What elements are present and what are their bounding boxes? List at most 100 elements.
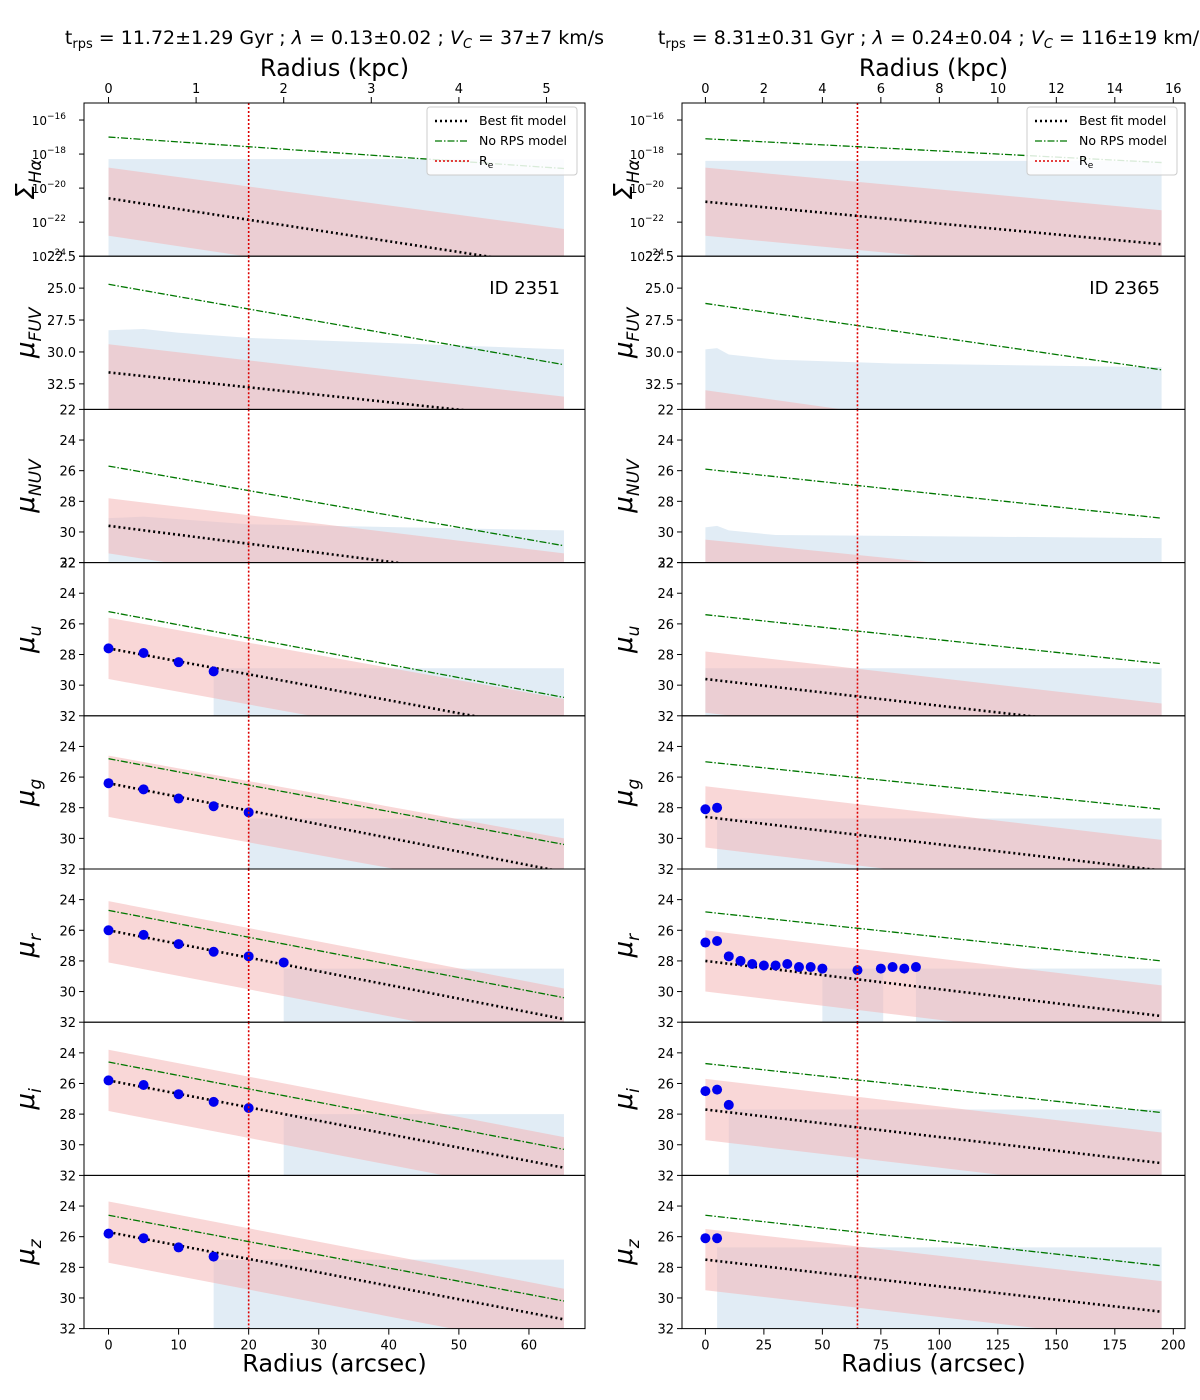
y-tick-label: 32 — [59, 863, 76, 878]
y-tick-label: 30 — [657, 832, 674, 847]
data-point — [700, 1086, 711, 1097]
y-tick-label: 28 — [657, 802, 674, 817]
chart-title: trps = 11.72±1.29 Gyr ; λ = 0.13±0.02 ; … — [65, 27, 604, 52]
panel-plot-area — [700, 1062, 1162, 1176]
y-tick-label: 32 — [657, 863, 674, 878]
y-tick-label: 30 — [59, 832, 76, 847]
y-tick-label: 24 — [657, 740, 674, 755]
model-band — [705, 167, 1162, 257]
y-tick-label: 24 — [59, 1200, 76, 1215]
panel-frame — [681, 1174, 1186, 1330]
best-fit-line — [108, 197, 495, 257]
data-point — [173, 793, 184, 804]
y-axis-label: μi — [609, 1088, 644, 1111]
panel-u: 22 24 26 28 30 32 μu — [11, 557, 586, 725]
y-tick-label: 26 — [59, 465, 76, 480]
bottom-tick-label: 150 — [1044, 1339, 1069, 1354]
bottom-tick-label: 100 — [927, 1339, 952, 1354]
y-tick-label: 30 — [59, 986, 76, 1001]
y-tick-label: 24 — [657, 1200, 674, 1215]
y-tick-label: 26 — [657, 924, 674, 939]
data-point — [208, 1096, 219, 1107]
y-tick-label: 24 — [59, 894, 76, 909]
panel-plot-area — [108, 465, 565, 563]
data-point — [103, 643, 114, 654]
best-fit-line — [108, 929, 565, 1021]
y-tick-label: 32 — [657, 1016, 674, 1031]
y-tick-label: 28 — [59, 495, 76, 510]
bottom-axis-label: Radius (arcsec) — [242, 1350, 427, 1378]
model-band — [705, 390, 843, 410]
legend-best-fit-label: Best fit model — [1079, 113, 1166, 128]
chart-1: trps = 11.72±1.29 Gyr ; λ = 0.13±0.02 ; … — [11, 27, 604, 1378]
y-tick-label: 28 — [59, 1108, 76, 1123]
top-tick-label: 1 — [192, 82, 200, 97]
panel-plot-area — [705, 302, 1162, 410]
no-rps-line — [705, 468, 1162, 519]
best-fit-line — [108, 1230, 565, 1321]
no-rps-line — [705, 614, 1162, 665]
data-point — [712, 1233, 723, 1244]
data-point — [782, 958, 793, 969]
model-band — [108, 617, 564, 716]
panel-i: 24 26 28 30 32 μi — [11, 1021, 586, 1184]
data-point — [793, 962, 804, 973]
y-tick-label: 30 — [59, 526, 76, 541]
data-point — [138, 1080, 149, 1091]
data-point — [875, 963, 886, 974]
y-tick-label: 30 — [657, 986, 674, 1001]
best-fit-line — [705, 677, 1039, 716]
data-point — [103, 925, 114, 936]
data-point — [712, 802, 723, 813]
bottom-tick-label: 60 — [521, 1339, 538, 1354]
model-band — [705, 539, 934, 563]
top-axis-label: Radius (kpc) — [260, 54, 409, 82]
top-tick-label: 4 — [818, 82, 826, 97]
galaxy-id: ID 2351 — [489, 278, 560, 299]
y-tick-label: 24 — [59, 434, 76, 449]
top-tick-label: 6 — [877, 82, 885, 97]
y-tick-label: 26 — [59, 618, 76, 633]
y-axis-label: μg — [609, 779, 644, 808]
top-tick-label: 2 — [760, 82, 768, 97]
y-tick-label: 30.0 — [47, 346, 76, 361]
y-tick-label: 22 — [657, 403, 674, 418]
y-tick-label: 26 — [657, 1231, 674, 1246]
y-tick-label: 25.0 — [47, 282, 76, 297]
bottom-tick-label: 75 — [873, 1339, 890, 1354]
best-fit-line — [705, 1258, 1162, 1314]
y-tick-label: 26 — [657, 618, 674, 633]
no-rps-line — [108, 610, 565, 699]
data-point — [103, 1228, 114, 1239]
y-tick-label: 28 — [59, 802, 76, 817]
best-fit-line — [705, 586, 1161, 632]
y-tick-label: 30 — [59, 1292, 76, 1307]
legend-no-rps-label: No RPS model — [479, 133, 567, 148]
data-point — [278, 957, 289, 968]
data-point — [138, 1233, 149, 1244]
model-band — [108, 344, 564, 410]
y-tick-label: 26 — [59, 1077, 76, 1092]
y-tick-label: 22 — [59, 557, 76, 572]
y-tick-label: 28 — [657, 1108, 674, 1123]
best-fit-line — [108, 1079, 565, 1170]
legend-no-rps-label: No RPS model — [1079, 133, 1167, 148]
y-tick-label: 28 — [657, 955, 674, 970]
data-point — [712, 1084, 723, 1095]
panel-nuv: 22 24 26 28 30 32 μNUV — [609, 403, 1186, 632]
no-rps-line — [108, 465, 565, 547]
y-tick-label: 10−22 — [32, 214, 66, 230]
y-tick-label: 30.0 — [645, 346, 674, 361]
y-tick-label: 32 — [59, 710, 76, 725]
data-point — [770, 960, 781, 971]
y-tick-label: 24 — [657, 894, 674, 909]
model-band — [705, 651, 1162, 716]
model-band — [108, 167, 564, 257]
best-fit-line — [108, 524, 407, 563]
bottom-tick-label: 50 — [814, 1339, 831, 1354]
panel-plot-area — [103, 901, 565, 1023]
no-rps-line — [108, 758, 565, 846]
